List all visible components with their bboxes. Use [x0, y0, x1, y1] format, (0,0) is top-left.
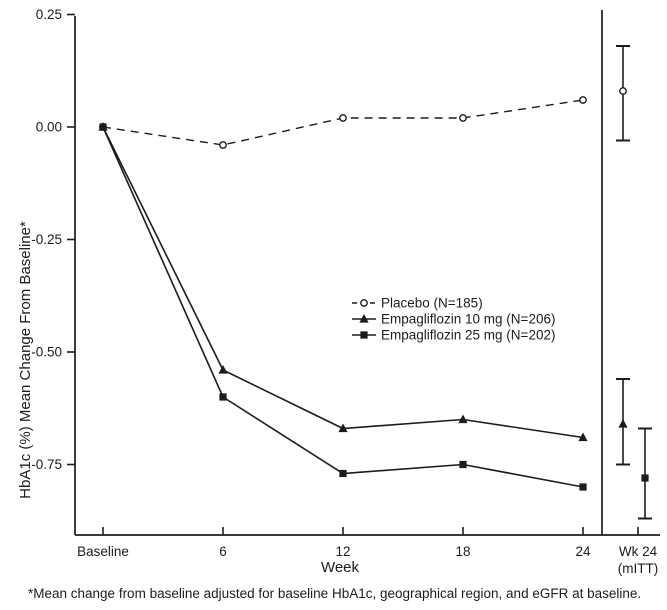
legend-marker-circle: [360, 299, 368, 307]
y-tick-label: -0.75: [31, 457, 62, 472]
data-point-square: [339, 469, 347, 478]
error-bar-marker-triangle: [618, 419, 628, 428]
x-tick-label: 18: [455, 544, 470, 559]
error-bar-marker-square: [641, 474, 649, 482]
legend-marker-triangle: [359, 314, 369, 323]
legend-item-label: Empagliflozin 10 mg (N=206): [381, 312, 555, 327]
x-tick-label: Baseline: [77, 544, 129, 559]
data-point-circle: [219, 141, 227, 149]
legend-item-label: Empagliflozin 25 mg (N=202): [381, 328, 555, 343]
legend-item-label: Placebo (N=185): [381, 296, 483, 311]
data-point-triangle: [338, 423, 348, 433]
data-point-triangle: [578, 432, 588, 442]
y-tick-label: -0.50: [31, 345, 62, 360]
line-chart: 0.25 0.00 -0.25 -0.50 -0.75 Baseline 6 12 18 24 Pl…: [17, 7, 660, 576]
error-bar-marker-circle: [619, 87, 627, 95]
y-tick-label: -0.25: [31, 232, 62, 247]
data-point-square: [579, 483, 587, 491]
y-tick-label: 0.25: [36, 7, 62, 22]
data-point-square: [219, 393, 227, 401]
y-axis-title: HbA1c (%) Mean Change From Baseline*: [17, 221, 34, 499]
series-line-square: [102, 126, 584, 488]
x-tick-label: 6: [219, 544, 227, 559]
mitt-column-label-line2: (mITT): [618, 561, 658, 576]
data-point-circle: [459, 114, 467, 122]
data-point-circle: [579, 96, 587, 104]
x-tick-label: 12: [335, 544, 350, 559]
series-line-triangle: [102, 126, 584, 439]
x-tick-label: 24: [575, 544, 591, 559]
mitt-column-label-line1: Wk 24: [619, 544, 658, 559]
x-axis-title: Week: [321, 559, 360, 576]
data-point-square: [99, 123, 107, 131]
chart-generated-content: 0.25 0.00 -0.25 -0.50 -0.75 Baseline 6 12 18 24 Pl…: [31, 7, 660, 559]
data-point-circle: [339, 114, 347, 122]
data-point-square: [459, 460, 467, 469]
data-point-triangle: [218, 365, 228, 374]
data-point-triangle: [458, 414, 468, 424]
y-tick-label: 0.00: [36, 120, 62, 135]
legend-marker-square: [360, 331, 368, 339]
series-line-circle: [102, 99, 584, 146]
footnote: *Mean change from baseline adjusted for …: [28, 586, 642, 601]
